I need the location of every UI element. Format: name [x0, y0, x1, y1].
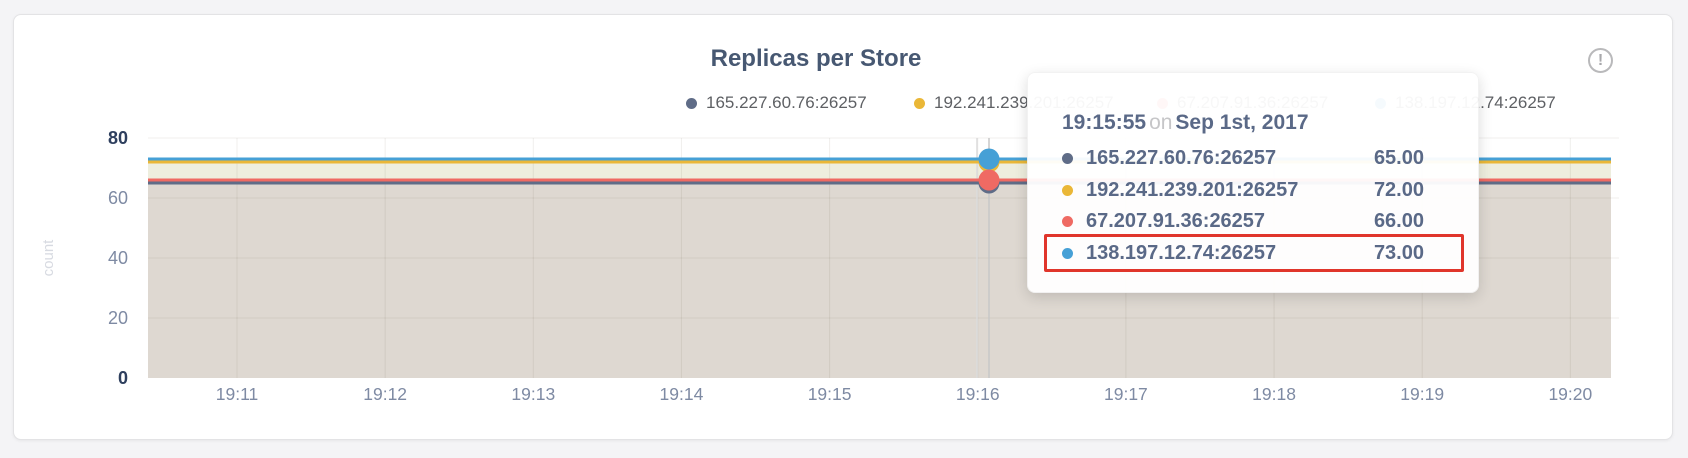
tooltip-series-value: 72.00 [1373, 178, 1424, 201]
series-dot-icon [914, 97, 925, 109]
tooltip-row: 165.227.60.76:26257 65.00 [1028, 143, 1478, 175]
tooltip-timestamp: 19:15:55 on Sep 1st, 2017 [1062, 111, 1309, 135]
chart-title: Replicas per Store [710, 45, 922, 72]
series-dot-icon [1062, 247, 1073, 259]
tooltip-series-value: 73.00 [1373, 241, 1424, 264]
legend-label: 165.227.60.76:26257 [706, 93, 867, 112]
alert-glyph: ! [1597, 51, 1604, 69]
x-tick-label: 19:17 [1104, 384, 1148, 404]
hover-marker [978, 148, 1000, 170]
x-tick-label: 19:20 [1548, 384, 1592, 404]
tooltip-series-name: 138.197.12.74:26257 [1086, 241, 1277, 264]
legend-item-store1[interactable]: 165.227.60.76:26257 [686, 93, 867, 113]
y-tick-label: 0 [118, 368, 128, 388]
tooltip-time: 19:15:55 [1062, 111, 1147, 134]
tooltip-connector: on [1149, 111, 1173, 134]
tooltip-series-name: 165.227.60.76:26257 [1086, 147, 1277, 170]
tooltip-series-value: 66.00 [1373, 210, 1424, 233]
x-tick-label: 19:11 [216, 384, 259, 404]
y-tick-label: 20 [108, 308, 128, 328]
hover-tooltip: 19:15:55 on Sep 1st, 2017 165.227.60.76:26… [1027, 72, 1479, 293]
x-tick-label: 19:16 [956, 384, 1000, 404]
series-dot-icon [1062, 153, 1073, 165]
tooltip-series-name: 192.241.239.201:26257 [1086, 178, 1299, 201]
x-tick-label: 19:14 [660, 384, 704, 404]
series-dot-icon [1062, 216, 1073, 228]
tooltip-rows: 165.227.60.76:26257 65.00 192.241.239.20… [1028, 143, 1478, 269]
x-tick-label: 19:13 [511, 384, 555, 404]
x-tick-label: 19:19 [1400, 384, 1444, 404]
tooltip-series-name: 67.207.91.36:26257 [1086, 210, 1266, 233]
chart-card: Replicas per Store ! 0 20 40 60 80 19:11 19:12… [13, 14, 1673, 440]
x-tick-label: 19:12 [363, 384, 407, 404]
y-tick-label: 80 [108, 128, 128, 148]
alert-circle-icon[interactable]: ! [1588, 48, 1613, 73]
series-dot-icon [1062, 184, 1073, 196]
tooltip-date: Sep 1st, 2017 [1175, 111, 1309, 134]
y-tick-label: 40 [108, 248, 128, 268]
series-dot-icon [686, 97, 697, 109]
hover-marker [978, 169, 1000, 191]
x-tick-label: 19:15 [808, 384, 852, 404]
tooltip-row: 192.241.239.201:26257 72.00 [1028, 175, 1478, 207]
y-axis-unit-label: count [40, 239, 57, 277]
tooltip-series-value: 65.00 [1373, 147, 1424, 170]
y-tick-label: 60 [108, 188, 128, 208]
tooltip-row: 138.197.12.74:26257 73.00 [1028, 238, 1478, 270]
tooltip-row: 67.207.91.36:26257 66.00 [1028, 206, 1478, 238]
x-tick-label: 19:18 [1252, 384, 1296, 404]
